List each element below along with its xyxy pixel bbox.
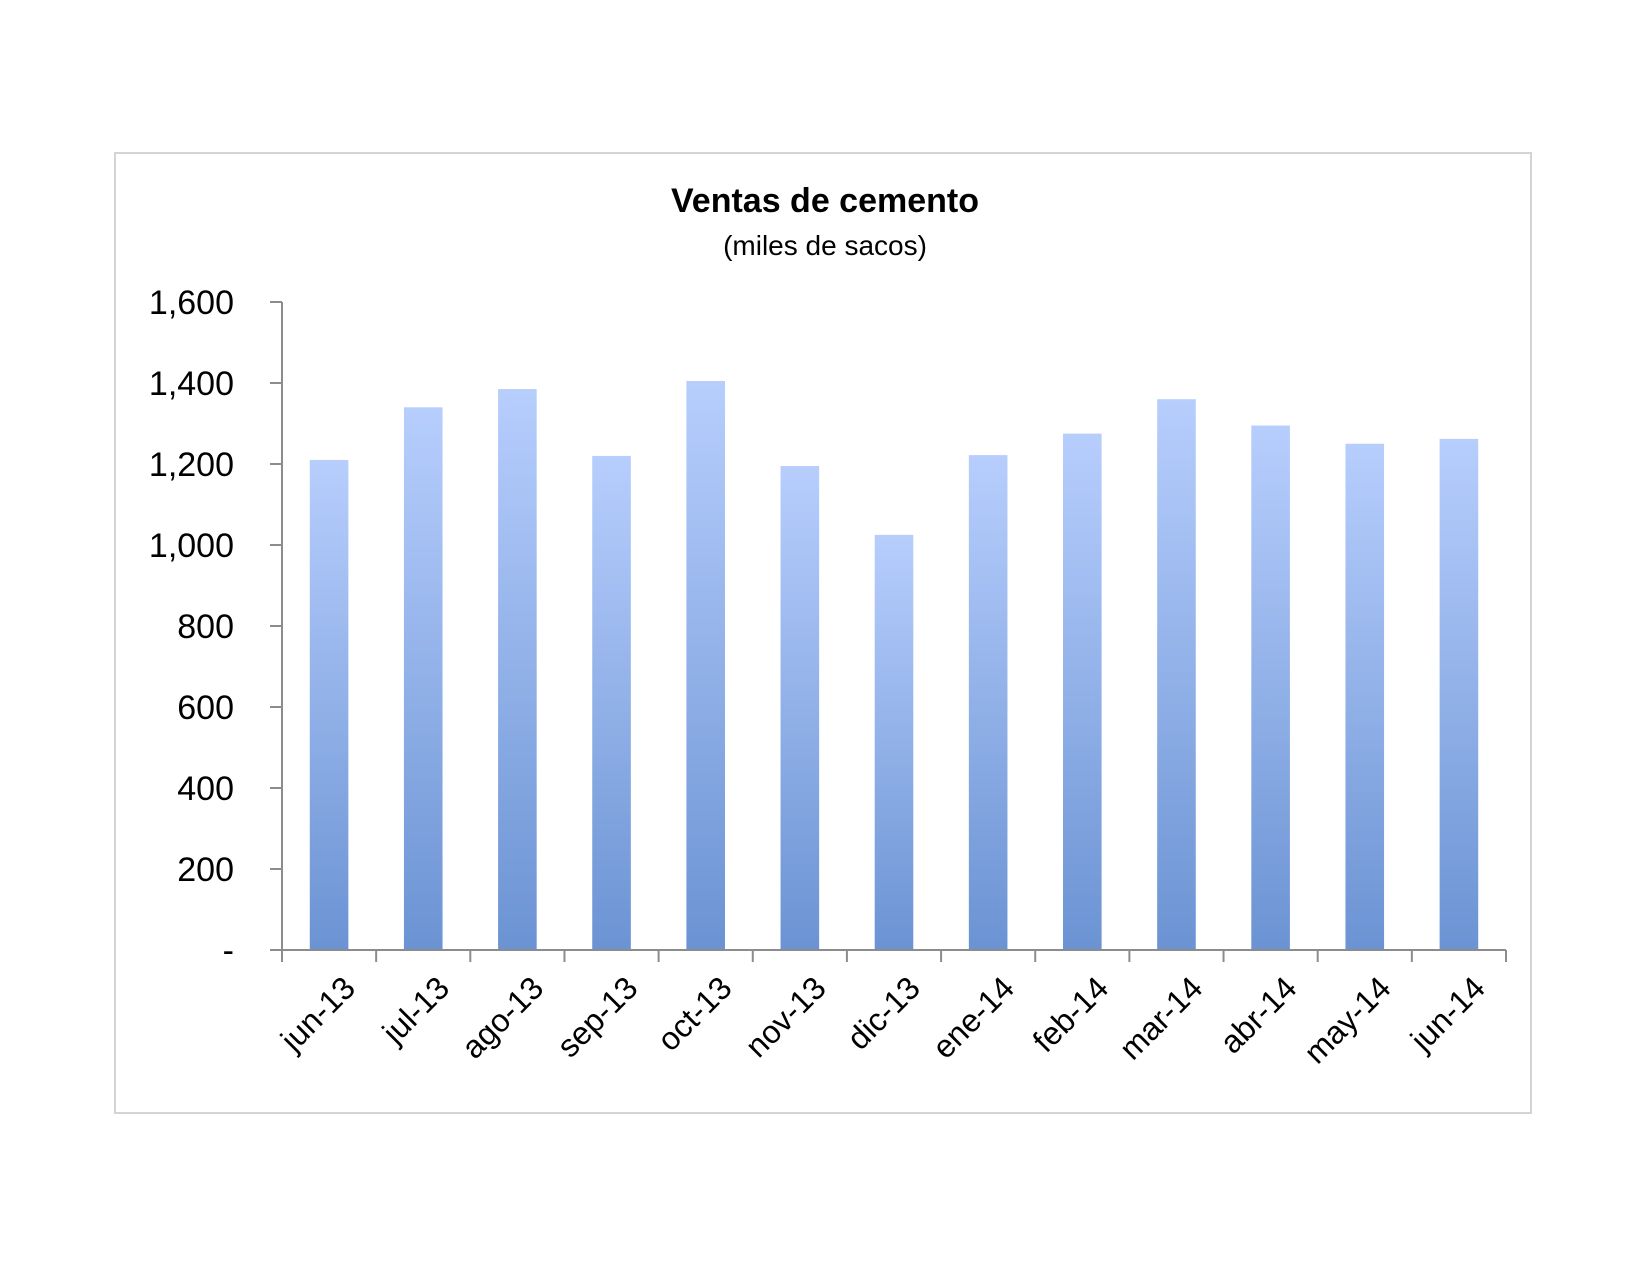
x-tick-label: jul-13	[375, 969, 457, 1051]
bar-sep-13	[592, 455, 631, 950]
bar-mar-14	[1157, 399, 1196, 950]
y-tick-label: 1,400	[149, 365, 234, 403]
x-tick-label: oct-13	[650, 969, 738, 1057]
bar-jun-13	[309, 459, 349, 950]
y-tick-label: 1,600	[149, 284, 234, 322]
y-tick-label: -	[223, 932, 234, 970]
x-tick-label: sep-13	[550, 969, 645, 1064]
y-tick-label: 400	[177, 770, 234, 808]
chart-subtitle: (miles de sacos)	[723, 230, 927, 261]
y-tick-label: 800	[177, 608, 234, 646]
y-tick-label: 600	[177, 689, 234, 727]
bar-dic-13	[874, 534, 914, 950]
bar-nov-13	[780, 466, 820, 950]
bar-feb-14	[1063, 433, 1102, 950]
x-tick-label: may-14	[1297, 969, 1398, 1070]
bar-jun-14	[1439, 438, 1479, 950]
bar-oct-13	[686, 380, 725, 951]
x-tick-label: dic-13	[840, 969, 927, 1056]
axes-layer	[270, 301, 1507, 962]
bar-ago-13	[498, 389, 537, 950]
bar-jul-13	[403, 407, 443, 950]
bars-layer	[309, 380, 1479, 951]
bar-abr-14	[1251, 425, 1290, 950]
y-tick-label: 1,200	[149, 446, 234, 484]
x-tick-label: jun-13	[273, 969, 362, 1058]
chart-title: Ventas de cemento	[671, 182, 979, 220]
x-tick-label: abr-14	[1213, 969, 1304, 1060]
y-axis-tick-labels: - 200 400 600 800 1,000 1,200 1,400 1,600	[149, 284, 234, 970]
x-tick-label: feb-14	[1026, 969, 1116, 1059]
x-tick-label: ene-14	[925, 969, 1021, 1065]
y-tick-label: 200	[177, 851, 234, 889]
x-tick-label: nov-13	[738, 969, 833, 1064]
chart-frame	[114, 152, 1532, 1114]
y-tick-label: 1,000	[149, 527, 234, 565]
bar-ene-14	[968, 455, 1008, 950]
bar-may-14	[1345, 443, 1385, 950]
x-tick-label: jun-14	[1403, 969, 1492, 1058]
x-tick-label: ago-13	[454, 969, 550, 1065]
x-tick-label: mar-14	[1112, 969, 1209, 1066]
